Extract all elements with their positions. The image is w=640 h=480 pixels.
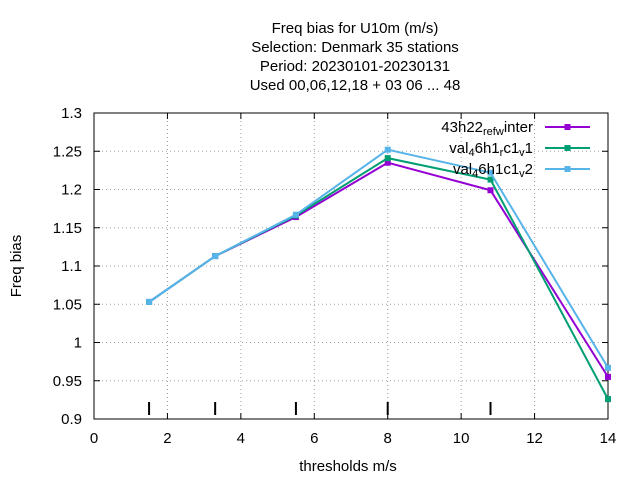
grid [94,113,608,419]
series-line [148,157,609,400]
data-point [384,159,391,166]
axis-ticks: 0 2 4 6 8 10 12 14 0.9 0.95 1 1.05 1.1 1.15 1.2 1.25 1.3 [53,105,617,447]
data-point [384,155,391,162]
y-axis-label: Freq bias [8,235,25,298]
x-tick-label: 8 [384,430,392,447]
data-point [487,169,494,176]
series-group [146,146,611,403]
x-tick-label: 0 [90,430,98,447]
x-tick-label: 2 [163,430,171,447]
x-tick-label: 4 [237,430,245,447]
chart-title-line: Used 00,06,12,18 + 03 06 ... 48 [250,77,461,94]
y-tick-label: 0.9 [61,411,82,428]
data-point [605,373,611,380]
y-tick-label: 1 [74,335,82,352]
x-tick-label: 12 [526,430,543,447]
data-point [292,211,299,218]
legend-label: val46h1c1v2 [453,161,533,180]
data-point [384,146,391,153]
x-tick-label: 14 [600,430,617,447]
y-tick-label: 1.2 [61,182,82,199]
data-point [605,396,611,403]
chart-title: Freq bias for U10m (m/s) Selection: Denma… [250,20,461,94]
x-axis-label: thresholds m/s [299,458,397,475]
chart-title-line: Freq bias for U10m (m/s) [272,20,439,37]
series-line [148,148,609,369]
x-tick-label: 10 [453,430,470,447]
y-tick-label: 1.25 [53,143,82,160]
legend: 43h22refwinter val46h1rc1v1 val46h1c1v2 [441,119,590,180]
y-tick-label: 1.05 [53,296,82,313]
legend-label: val46h1rc1v1 [449,140,533,159]
legend-marker [564,145,571,151]
y-tick-label: 1.15 [53,220,82,237]
data-point [487,187,494,194]
chart-title-line: Selection: Denmark 35 stations [251,39,459,56]
y-tick-label: 0.95 [53,373,82,390]
y-tick-label: 1.3 [61,105,82,122]
y-tick-label: 1.1 [61,258,82,275]
legend-label: 43h22refwinter [441,119,533,138]
data-point [605,364,611,371]
legend-marker [564,166,571,172]
chart-title-line: Period: 20230101-20230131 [260,58,450,75]
data-point [487,176,494,183]
legend-marker [564,124,571,130]
data-point [212,253,219,260]
data-point [146,298,153,305]
x-tick-label: 6 [310,430,318,447]
threshold-markers [148,402,492,415]
